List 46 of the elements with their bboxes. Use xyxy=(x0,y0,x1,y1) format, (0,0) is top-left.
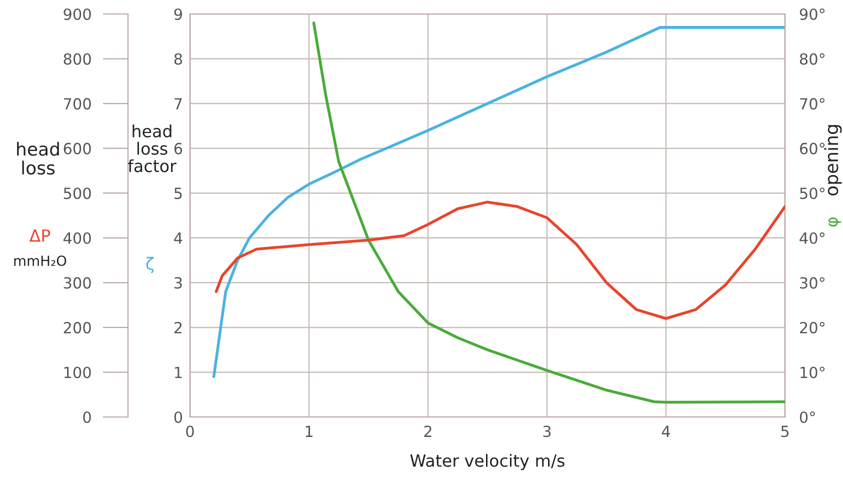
y2-tick-label: 70° xyxy=(800,98,825,110)
y2-tick-label: 90° xyxy=(800,8,825,20)
line-series xyxy=(312,22,785,404)
y2-tick-label: 40° xyxy=(800,232,825,244)
y-tick-label: 7 xyxy=(174,98,182,110)
y3-tick-label: 0 xyxy=(83,411,91,424)
y3-tick-label: 100 xyxy=(64,366,91,378)
y2-tick-label: 20° xyxy=(800,322,825,334)
x-tick-label: 1 xyxy=(306,426,312,437)
y-tick-label: 2 xyxy=(174,322,182,334)
y3-tick-label: 900 xyxy=(64,8,91,20)
text: ΔP xyxy=(29,229,50,242)
y3-tick-label: 500 xyxy=(64,188,91,200)
y3-tick-label: 300 xyxy=(64,277,91,289)
y2-tick-label: 60° xyxy=(800,142,825,154)
y-tick-label: 5 xyxy=(174,188,182,200)
y-tick-label: 8 xyxy=(174,53,182,65)
text: φ xyxy=(828,217,842,227)
y-tick-label: 3 xyxy=(174,277,182,289)
y3-axis-title: head loss xyxy=(17,142,59,175)
x-tick-label: 5 xyxy=(781,426,789,438)
y3-tick-label: 400 xyxy=(63,232,91,244)
text: mmH₂O xyxy=(14,256,66,266)
y-tick-label: 9 xyxy=(174,8,182,20)
y3-tick-label: 200 xyxy=(64,322,91,334)
y2-axis-title: opening xyxy=(824,125,842,196)
y3-tick-label: 600 xyxy=(64,142,91,154)
y2-tick-label: 10° xyxy=(800,366,825,378)
y2-tick-label: 80° xyxy=(800,53,825,65)
y2-tick-label: 50° xyxy=(800,188,825,200)
y3-tick-label: 700 xyxy=(64,98,91,110)
y2-tick-label: 0° xyxy=(800,411,815,424)
line-series xyxy=(214,200,785,320)
x-tick-label: 3 xyxy=(543,426,551,438)
text: ζ xyxy=(146,256,154,274)
x-tick-label: 4 xyxy=(662,426,670,437)
y-tick-label: 0 xyxy=(174,411,182,424)
y-tick-label: 4 xyxy=(174,232,182,244)
x-tick-label: 0 xyxy=(186,426,194,438)
y-tick-label: 6 xyxy=(174,142,182,154)
y3-tick-label: 800 xyxy=(64,53,91,65)
x-tick-label: 2 xyxy=(424,426,432,437)
line-series xyxy=(212,26,785,378)
y2-tick-label: 30° xyxy=(800,277,825,289)
y-tick-label: 1 xyxy=(175,366,182,378)
x-axis-title: Water velocity m/s xyxy=(410,454,564,470)
